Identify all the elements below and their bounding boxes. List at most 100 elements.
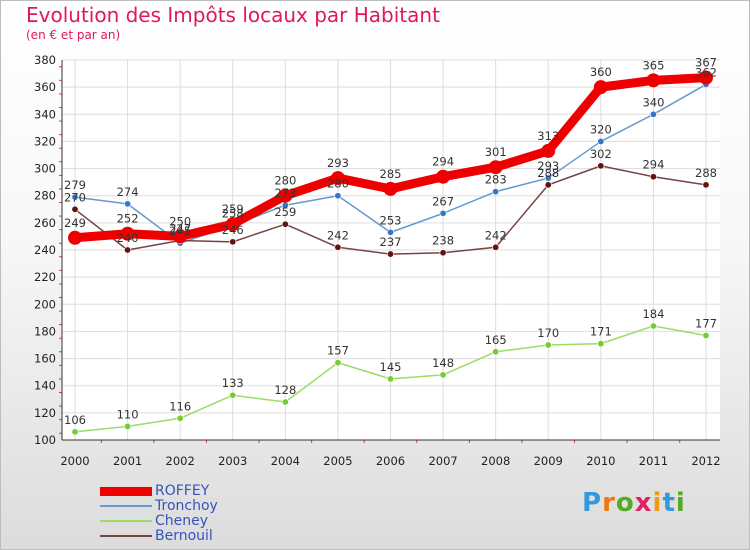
data-label-bernouil: 240 <box>117 231 139 245</box>
data-label-tronchoy: 258 <box>222 207 244 221</box>
data-label-roffey: 365 <box>642 58 664 72</box>
data-label-tronchoy: 273 <box>274 186 296 200</box>
point-bernouil <box>334 243 342 251</box>
point-roffey <box>488 160 503 175</box>
data-label-bernouil: 242 <box>327 228 349 242</box>
point-tronchoy <box>124 200 132 208</box>
data-label-roffey: 250 <box>169 214 191 228</box>
data-label-bernouil: 270 <box>64 190 86 204</box>
logo-letter: i <box>675 488 686 518</box>
x-tick-label: 2005 <box>323 454 352 468</box>
data-label-bernouil: 294 <box>642 158 664 172</box>
point-roffey <box>646 73 661 88</box>
x-tick-label: 2011 <box>639 454 668 468</box>
grid <box>62 59 720 441</box>
point-bernouil <box>492 243 500 251</box>
point-bernouil <box>439 249 447 257</box>
point-cheney <box>334 359 342 367</box>
logo-letter: t <box>662 488 676 518</box>
point-cheney <box>492 348 500 356</box>
x-tick-label: 2004 <box>271 454 300 468</box>
logo-letter: o <box>615 488 635 518</box>
data-label-cheney: 177 <box>695 317 717 331</box>
point-roffey <box>436 169 451 184</box>
data-label-cheney: 170 <box>537 326 559 340</box>
y-tick-label: 360 <box>34 80 56 94</box>
data-label-roffey: 249 <box>64 216 86 230</box>
y-tick-label: 220 <box>34 270 56 284</box>
y-tick-label: 160 <box>34 352 56 366</box>
data-label-tronchoy: 280 <box>327 177 349 191</box>
y-tick-label: 340 <box>34 107 56 121</box>
data-label-bernouil: 247 <box>169 222 191 236</box>
point-cheney <box>597 340 605 348</box>
legend-label-tronchoy: Tronchoy <box>155 498 218 514</box>
data-label-roffey: 313 <box>537 129 559 143</box>
y-tick-label: 300 <box>34 162 56 176</box>
y-tick-label: 280 <box>34 189 56 203</box>
point-cheney <box>124 422 132 430</box>
point-roffey <box>278 188 293 203</box>
point-cheney <box>386 375 394 383</box>
point-bernouil <box>281 220 289 228</box>
data-label-cheney: 110 <box>117 407 139 421</box>
point-roffey <box>330 171 345 186</box>
data-label-cheney: 184 <box>642 307 664 321</box>
data-label-cheney: 128 <box>274 383 296 397</box>
x-tick-label: 2000 <box>60 454 89 468</box>
y-tick-label: 100 <box>34 433 56 447</box>
legend-label-bernouil: Bernouil <box>155 528 213 544</box>
data-label-roffey: 280 <box>274 174 296 188</box>
data-label-tronchoy: 267 <box>432 194 454 208</box>
point-cheney <box>281 398 289 406</box>
data-label-tronchoy: 274 <box>117 185 139 199</box>
point-bernouil <box>544 181 552 189</box>
x-tick-label: 2009 <box>534 454 563 468</box>
point-roffey <box>173 229 188 244</box>
point-roffey <box>699 70 713 85</box>
point-roffey <box>225 217 240 232</box>
point-cheney <box>702 331 710 339</box>
logo-letter: i <box>652 488 663 518</box>
data-label-tronchoy: 245 <box>169 224 191 238</box>
legend-label-roffey: ROFFEY <box>155 483 210 499</box>
data-label-roffey: 360 <box>590 65 612 79</box>
point-cheney <box>544 341 552 349</box>
data-label-cheney: 116 <box>169 399 191 413</box>
chart-subtitle: (en € et par an) <box>26 28 121 42</box>
point-tronchoy <box>386 228 394 236</box>
data-label-cheney: 165 <box>485 333 507 347</box>
data-label-bernouil: 288 <box>695 166 717 180</box>
point-bernouil <box>702 181 710 189</box>
data-label-bernouil: 259 <box>274 205 296 219</box>
point-cheney <box>649 322 657 330</box>
x-tick-label: 2008 <box>481 454 510 468</box>
point-cheney <box>229 391 237 399</box>
point-roffey <box>383 181 398 196</box>
legend-swatch-roffey <box>100 486 152 496</box>
data-label-tronchoy: 253 <box>380 213 402 227</box>
data-label-tronchoy: 340 <box>642 95 664 109</box>
point-roffey <box>120 226 135 241</box>
data-label-tronchoy: 283 <box>485 173 507 187</box>
point-tronchoy <box>649 110 657 118</box>
data-label-bernouil: 288 <box>537 166 559 180</box>
data-label-bernouil: 238 <box>432 234 454 248</box>
point-bernouil <box>386 250 394 258</box>
y-tick-label: 260 <box>34 216 56 230</box>
point-bernouil <box>597 162 605 170</box>
series-lines <box>68 70 713 436</box>
x-tick-label: 2012 <box>691 454 720 468</box>
x-tick-label: 2002 <box>166 454 195 468</box>
data-label-cheney: 145 <box>380 360 402 374</box>
data-label-roffey: 285 <box>380 167 402 181</box>
point-tronchoy <box>492 188 500 196</box>
point-tronchoy <box>544 174 552 182</box>
x-tick-label: 2007 <box>428 454 457 468</box>
point-roffey <box>68 230 82 245</box>
point-cheney <box>176 414 184 422</box>
point-cheney <box>71 428 79 436</box>
data-label-cheney: 148 <box>432 356 454 370</box>
data-label-cheney: 157 <box>327 344 349 358</box>
